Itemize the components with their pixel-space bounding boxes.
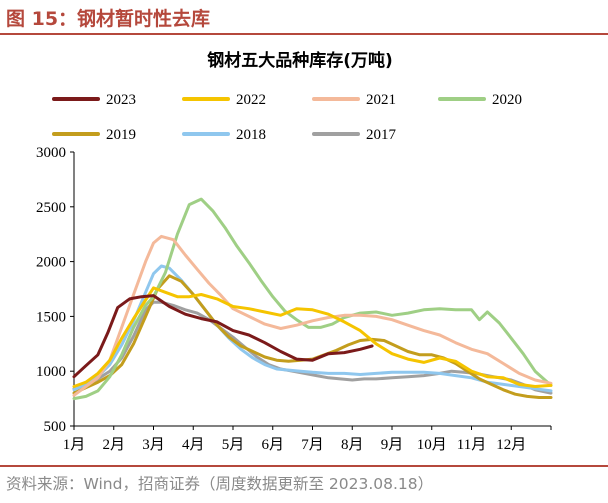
title-rule	[0, 33, 608, 35]
x-tick-label: 10月	[417, 437, 447, 453]
x-tick-label: 6月	[261, 437, 284, 453]
y-tick-label: 2500	[36, 200, 66, 216]
legend-label-2020: 2020	[492, 92, 522, 108]
x-tick-label: 2月	[102, 437, 125, 453]
x-tick-label: 12月	[496, 437, 526, 453]
legend-label-2021: 2021	[366, 92, 396, 108]
x-tick-label: 7月	[301, 437, 324, 453]
x-tick-label: 4月	[182, 437, 205, 453]
legend-label-2023: 2023	[106, 92, 136, 108]
x-tick-label: 5月	[222, 437, 245, 453]
x-tick-label: 8月	[341, 437, 364, 453]
axes: 500 1000 1500 2000 2500 3000 1月 2月 3月 4月 5月 6月 7月 8月 9…	[36, 145, 552, 453]
legend-label-2022: 2022	[236, 92, 266, 108]
x-tick-label: 9月	[381, 437, 404, 453]
source-note: 资料来源：Wind，招商证券（周度数据更新至 2023.08.18）	[6, 475, 434, 493]
series-line-2018	[72, 264, 553, 393]
legend-label-2018: 2018	[236, 127, 266, 143]
x-tick-label: 3月	[142, 437, 165, 453]
y-tick-label: 1500	[36, 309, 66, 325]
chart-title: 钢材五大品种库存(万吨)	[207, 50, 393, 71]
series-lines	[72, 197, 553, 401]
footer-rule	[0, 465, 608, 467]
y-tick-label: 3000	[36, 145, 66, 161]
series-line-2022	[72, 286, 553, 388]
series-line-2023	[72, 294, 374, 379]
y-tick-label: 1000	[36, 364, 66, 380]
figure-title: 图 15：钢材暂时性去库	[6, 8, 211, 30]
legend-label-2017: 2017	[366, 127, 397, 143]
y-tick-label: 500	[44, 419, 67, 435]
x-tick-label: 11月	[457, 437, 486, 453]
legend: 2023 2022 2021 2020 2019 2018 2017	[52, 92, 522, 143]
series-line-2021	[72, 234, 553, 397]
x-tick-label: 1月	[63, 437, 86, 453]
legend-label-2019: 2019	[106, 127, 136, 143]
y-tick-label: 2000	[36, 255, 66, 271]
series-line-2020	[72, 197, 553, 401]
